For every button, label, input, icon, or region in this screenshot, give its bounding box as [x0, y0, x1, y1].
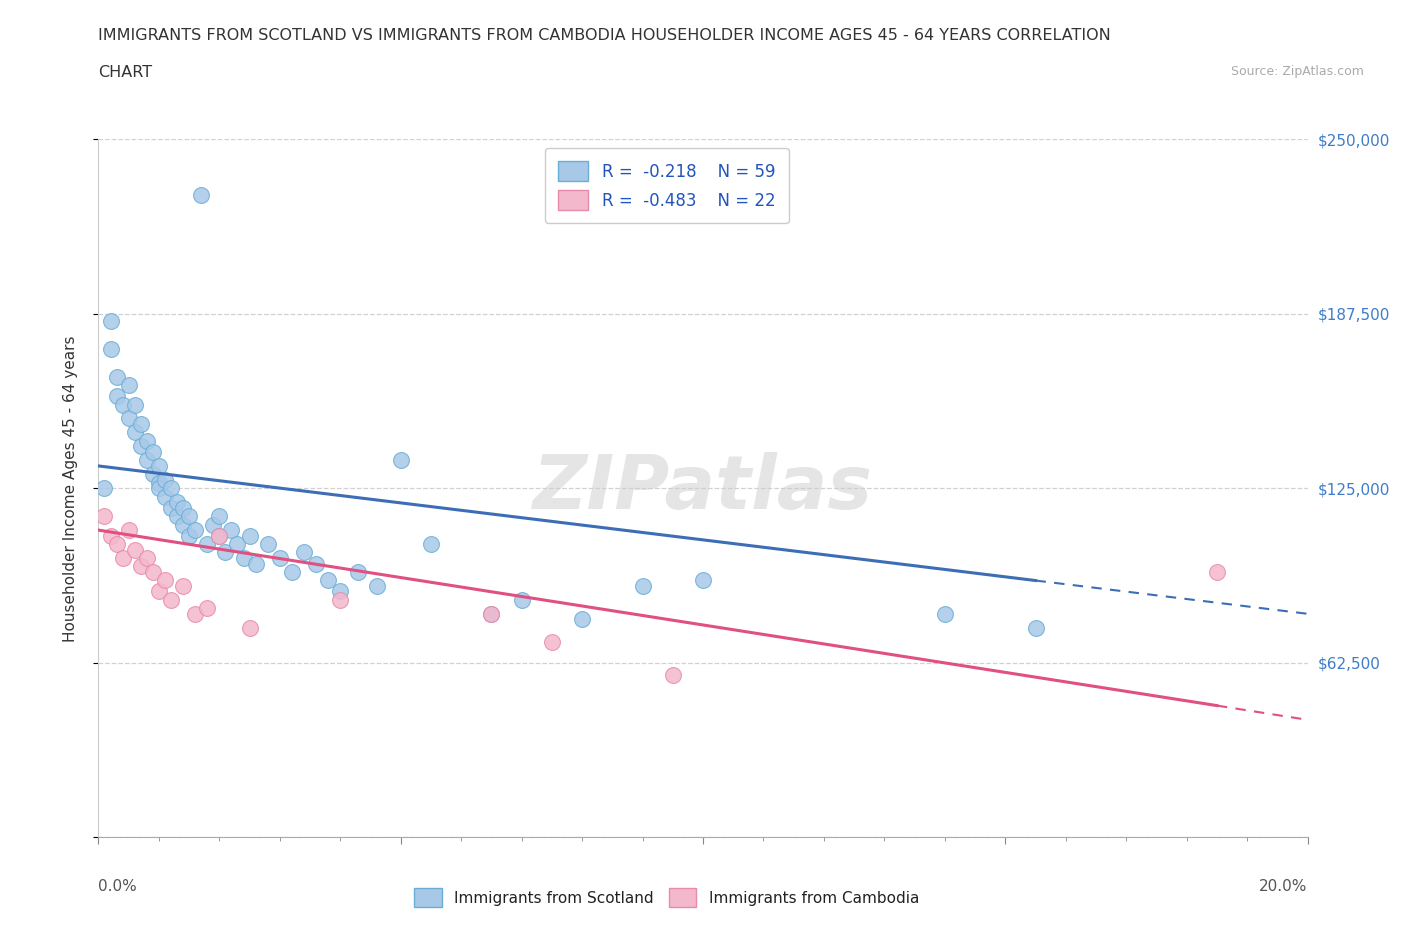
Point — [148, 584, 170, 599]
Point — [148, 475, 170, 490]
Point — [208, 528, 231, 543]
Point — [1206, 565, 1229, 579]
Point — [172, 517, 194, 532]
Point — [166, 495, 188, 510]
Point — [124, 425, 146, 440]
Point — [166, 509, 188, 524]
Point — [281, 565, 304, 579]
Point — [239, 620, 262, 635]
Point — [153, 573, 176, 588]
Point — [1024, 620, 1046, 635]
Point — [172, 578, 194, 593]
Point — [692, 573, 714, 588]
Text: 0.0%: 0.0% — [98, 879, 138, 894]
Point — [100, 313, 122, 328]
Point — [148, 458, 170, 473]
Point — [118, 378, 141, 392]
Point — [221, 523, 243, 538]
Point — [142, 467, 165, 482]
Point — [129, 559, 152, 574]
Point — [135, 453, 157, 468]
Point — [111, 397, 134, 412]
Text: Source: ZipAtlas.com: Source: ZipAtlas.com — [1230, 65, 1364, 78]
Point — [118, 411, 141, 426]
Point — [190, 188, 212, 203]
Point — [160, 592, 183, 607]
Point — [135, 551, 157, 565]
Point — [481, 606, 503, 621]
Point — [245, 556, 267, 571]
Point — [105, 389, 128, 404]
Point — [129, 439, 152, 454]
Point — [105, 537, 128, 551]
Point — [214, 545, 236, 560]
Point — [208, 528, 231, 543]
Point — [329, 592, 352, 607]
Point — [153, 472, 176, 487]
Legend: Immigrants from Scotland, Immigrants from Cambodia: Immigrants from Scotland, Immigrants fro… — [408, 883, 925, 913]
Point — [226, 537, 249, 551]
Point — [100, 341, 122, 356]
Point — [208, 509, 231, 524]
Point — [510, 592, 533, 607]
Point — [269, 551, 291, 565]
Point — [305, 556, 328, 571]
Y-axis label: Householder Income Ages 45 - 64 years: Householder Income Ages 45 - 64 years — [63, 335, 77, 642]
Point — [329, 584, 352, 599]
Text: ZIPatlas: ZIPatlas — [533, 452, 873, 525]
Point — [292, 545, 315, 560]
Point — [93, 509, 115, 524]
Point — [662, 668, 685, 683]
Text: CHART: CHART — [98, 65, 152, 80]
Point — [184, 606, 207, 621]
Point — [124, 397, 146, 412]
Point — [179, 509, 201, 524]
Point — [184, 523, 207, 538]
Text: IMMIGRANTS FROM SCOTLAND VS IMMIGRANTS FROM CAMBODIA HOUSEHOLDER INCOME AGES 45 : IMMIGRANTS FROM SCOTLAND VS IMMIGRANTS F… — [98, 28, 1111, 43]
Point — [135, 433, 157, 448]
Point — [239, 528, 262, 543]
Point — [195, 537, 218, 551]
Point — [93, 481, 115, 496]
Point — [142, 565, 165, 579]
Point — [202, 517, 225, 532]
Point — [172, 500, 194, 515]
Point — [631, 578, 654, 593]
Point — [148, 481, 170, 496]
Point — [124, 542, 146, 557]
Point — [105, 369, 128, 384]
Point — [316, 573, 339, 588]
Point — [481, 606, 503, 621]
Point — [195, 601, 218, 616]
Text: 20.0%: 20.0% — [1260, 879, 1308, 894]
Point — [540, 634, 562, 649]
Point — [389, 453, 412, 468]
Point — [934, 606, 956, 621]
Point — [142, 445, 165, 459]
Point — [111, 551, 134, 565]
Point — [153, 489, 176, 504]
Point — [160, 481, 183, 496]
Point — [256, 537, 278, 551]
Point — [129, 417, 152, 432]
Point — [160, 500, 183, 515]
Point — [179, 528, 201, 543]
Point — [347, 565, 370, 579]
Point — [100, 528, 122, 543]
Point — [366, 578, 388, 593]
Point — [420, 537, 443, 551]
Point — [571, 612, 593, 627]
Point — [118, 523, 141, 538]
Point — [232, 551, 254, 565]
